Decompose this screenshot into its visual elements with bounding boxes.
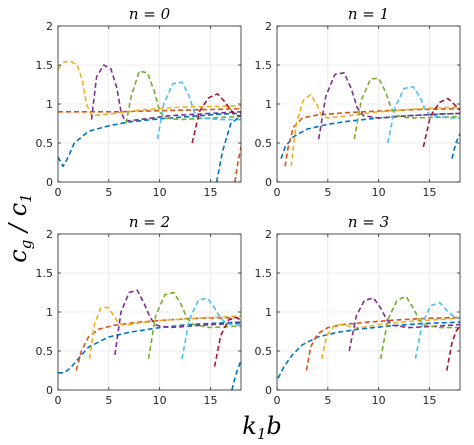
y-tick-label: 1 xyxy=(46,98,53,111)
subplot-title: n = 0 xyxy=(129,5,171,23)
y-tick-label: 0.5 xyxy=(36,345,54,358)
y-tick-label: 1.5 xyxy=(255,59,273,72)
series-line-0 xyxy=(58,112,241,168)
series-line-7 xyxy=(215,115,241,182)
figure-xlabel: k1b xyxy=(242,412,281,443)
subplot-title: n = 3 xyxy=(348,213,389,231)
series-line-7 xyxy=(451,133,460,159)
x-tick-label: 10 xyxy=(372,394,386,407)
y-tick-label: 0 xyxy=(46,384,53,397)
series-line-6 xyxy=(446,325,460,371)
x-tick-label: 5 xyxy=(324,394,331,407)
x-tick-label: 0 xyxy=(55,394,62,407)
x-tick-label: 10 xyxy=(153,186,167,199)
series-line-4 xyxy=(125,70,241,124)
y-tick-label: 1.5 xyxy=(36,59,54,72)
subplot-title: n = 2 xyxy=(129,213,170,231)
series-line-2 xyxy=(88,306,241,359)
y-tick-label: 1 xyxy=(265,306,272,319)
x-tick-label: 5 xyxy=(105,394,112,407)
y-tick-label: 1 xyxy=(46,306,53,319)
x-tick-label: 5 xyxy=(324,186,331,199)
y-tick-label: 0.5 xyxy=(255,137,273,150)
x-tick-label: 5 xyxy=(105,186,112,199)
subplot-3: 0 5 10 15 0 0.5 1 1.5 2 n = 3 xyxy=(255,213,461,407)
series-line-8 xyxy=(234,146,241,182)
y-tick-label: 0 xyxy=(265,176,272,189)
x-tick-label: 10 xyxy=(372,186,386,199)
y-tick-label: 0 xyxy=(46,176,53,189)
series-line-4 xyxy=(147,291,241,359)
y-tick-label: 2 xyxy=(265,228,272,241)
series-line-6 xyxy=(191,93,241,144)
y-tick-label: 2 xyxy=(46,228,53,241)
series-line-7 xyxy=(231,360,241,390)
series-line-5 xyxy=(156,81,241,140)
series-line-5 xyxy=(387,86,460,144)
y-tick-label: 0 xyxy=(265,384,272,397)
series-line-3 xyxy=(348,297,460,352)
y-tick-label: 2 xyxy=(265,20,272,33)
series-line-3 xyxy=(114,289,241,356)
series-line-4 xyxy=(379,295,460,359)
series-line-5 xyxy=(414,301,460,359)
x-tick-label: 15 xyxy=(423,186,437,199)
series-line-4 xyxy=(353,77,460,140)
series-line-3 xyxy=(317,72,460,140)
y-tick-label: 2 xyxy=(46,20,53,33)
series-line-6 xyxy=(422,97,460,148)
series-line-6 xyxy=(213,316,241,367)
subplot-1: 0 5 10 15 0 0.5 1 1.5 2 n = 1 xyxy=(255,5,461,199)
x-tick-label: 15 xyxy=(204,186,218,199)
series-line-0 xyxy=(58,321,241,374)
x-tick-label: 10 xyxy=(153,394,167,407)
subplot-title: n = 1 xyxy=(348,5,389,23)
x-tick-label: 15 xyxy=(423,394,437,407)
x-tick-label: 15 xyxy=(204,394,218,407)
x-tick-label: 0 xyxy=(274,394,281,407)
y-tick-label: 0.5 xyxy=(36,137,54,150)
series-line-0 xyxy=(277,321,460,379)
y-tick-label: 1.5 xyxy=(255,267,273,280)
subplot-2: 0 5 10 15 0 0.5 1 1.5 2 n = 2 xyxy=(36,213,242,407)
subplot-0: 0 5 10 15 0 0.5 1 1.5 2 n = 0 xyxy=(36,5,242,199)
figure-ylabel: cg / c1 xyxy=(4,193,35,262)
x-tick-label: 0 xyxy=(274,186,281,199)
series-line-2 xyxy=(320,317,460,359)
y-tick-label: 1.5 xyxy=(36,267,54,280)
series-line-2 xyxy=(58,60,241,117)
series-line-1 xyxy=(58,107,241,113)
series-line-3 xyxy=(90,64,241,122)
series-line-1 xyxy=(305,316,460,371)
x-tick-label: 0 xyxy=(55,186,62,199)
series-line-5 xyxy=(181,297,241,359)
y-tick-label: 0.5 xyxy=(255,345,273,358)
y-tick-label: 1 xyxy=(265,98,272,111)
